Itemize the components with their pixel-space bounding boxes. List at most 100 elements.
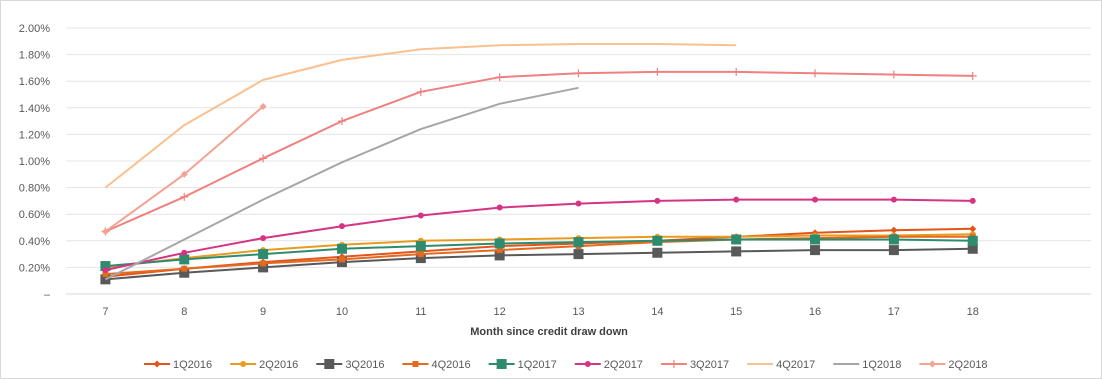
data-point <box>733 196 740 203</box>
series-line <box>104 43 737 189</box>
data-point <box>732 67 741 76</box>
series-line <box>105 227 973 278</box>
data-point <box>669 360 678 368</box>
legend-label: 2Q2016 <box>259 359 298 371</box>
y-tick-label: 1.00% <box>19 156 50 168</box>
legend-item: 2Q2016 <box>230 359 298 371</box>
data-point <box>259 102 267 110</box>
y-tick-label: 2.00% <box>19 23 50 35</box>
x-tick-label: 14 <box>651 306 663 318</box>
data-point <box>494 250 505 261</box>
series-line <box>105 198 973 272</box>
data-point <box>259 154 268 163</box>
data-point <box>888 245 899 256</box>
x-tick-label: 16 <box>809 306 821 318</box>
data-point <box>573 237 584 248</box>
data-point <box>928 360 936 368</box>
data-point <box>653 67 662 76</box>
gridlines <box>66 27 1091 268</box>
data-point <box>584 361 591 367</box>
data-point <box>652 247 663 258</box>
x-tick-label: 7 <box>102 306 108 318</box>
y-axis-ticks: – 0.20% 0.40% 0.60% 0.80% 1.00% 1.20% 1.40% 1.60… <box>19 23 51 301</box>
series-line <box>105 235 973 276</box>
series-4Q2017 <box>104 43 737 189</box>
x-tick-label: 18 <box>967 306 979 318</box>
x-tick-label: 9 <box>260 306 266 318</box>
data-point <box>324 359 335 369</box>
data-point <box>101 227 109 235</box>
x-axis-title: Month since credit draw down <box>470 326 628 338</box>
y-tick-label: 1.40% <box>19 103 50 115</box>
data-point <box>967 235 978 246</box>
data-point <box>416 87 425 96</box>
series-line <box>104 86 579 281</box>
data-point <box>102 267 109 274</box>
data-point <box>337 117 346 126</box>
data-point <box>100 261 111 272</box>
data-point <box>969 225 977 233</box>
series-line <box>104 70 973 233</box>
x-tick-label: 11 <box>415 306 426 318</box>
data-point <box>415 241 426 252</box>
x-tick-label: 12 <box>494 306 506 318</box>
legend-label: 2Q2017 <box>604 359 643 371</box>
data-point <box>889 70 898 79</box>
data-point <box>731 234 742 245</box>
legend-label: 1Q2018 <box>862 359 901 371</box>
legend-label: 1Q2016 <box>173 359 212 371</box>
series-line <box>105 233 973 269</box>
legend-label: 3Q2016 <box>345 359 384 371</box>
data-point <box>260 235 267 242</box>
legend-label: 2Q2018 <box>948 359 987 371</box>
data-point <box>890 196 897 203</box>
x-tick-label: 10 <box>336 306 348 318</box>
series-1Q2018 <box>104 86 579 281</box>
data-point <box>573 249 584 260</box>
data-point <box>240 361 247 367</box>
data-point <box>496 359 507 369</box>
series-1Q2017 <box>100 234 978 272</box>
y-tick-label: 1.60% <box>19 76 50 88</box>
x-tick-label: 8 <box>181 306 187 318</box>
y-tick-label: 0.60% <box>19 209 50 221</box>
y-tick-label: 1.80% <box>19 50 50 62</box>
series-2Q2018 <box>101 102 267 235</box>
data-point <box>415 253 426 264</box>
x-tick-label: 17 <box>888 306 900 318</box>
data-point <box>417 251 424 258</box>
data-point <box>153 360 161 368</box>
data-point <box>812 196 819 203</box>
data-point <box>260 260 267 267</box>
data-point <box>496 204 503 211</box>
legend-item: 1Q2018 <box>833 359 901 371</box>
y-tick-label: 0.40% <box>19 236 50 248</box>
data-point <box>258 262 269 273</box>
data-point <box>417 212 424 219</box>
legend-item: 3Q2016 <box>316 359 384 371</box>
series-2Q2017 <box>102 196 976 274</box>
legend-item: 4Q2017 <box>747 359 815 371</box>
legend-label: 4Q2016 <box>431 359 470 371</box>
data-point <box>496 247 503 254</box>
data-point <box>180 192 189 201</box>
legend-item: 1Q2017 <box>488 359 557 371</box>
y-tick-label: 0.80% <box>19 183 50 195</box>
y-tick-label: 0.20% <box>19 262 50 274</box>
data-point <box>967 243 978 254</box>
data-point <box>336 243 347 254</box>
data-point <box>412 361 419 367</box>
data-point <box>574 69 583 78</box>
legend: 1Q2016 2Q2016 3Q2016 4Q2016 1Q2017 2Q2017 3Q20… <box>144 359 988 371</box>
data-point <box>179 254 190 265</box>
data-point <box>968 71 977 80</box>
series-line <box>105 238 973 268</box>
data-point <box>575 200 582 207</box>
legend-item: 3Q2017 <box>660 359 729 371</box>
legend-item: 4Q2016 <box>402 359 471 371</box>
data-point <box>179 267 190 278</box>
legend-label: 3Q2017 <box>690 359 729 371</box>
data-point <box>652 235 663 246</box>
data-point <box>811 69 820 78</box>
